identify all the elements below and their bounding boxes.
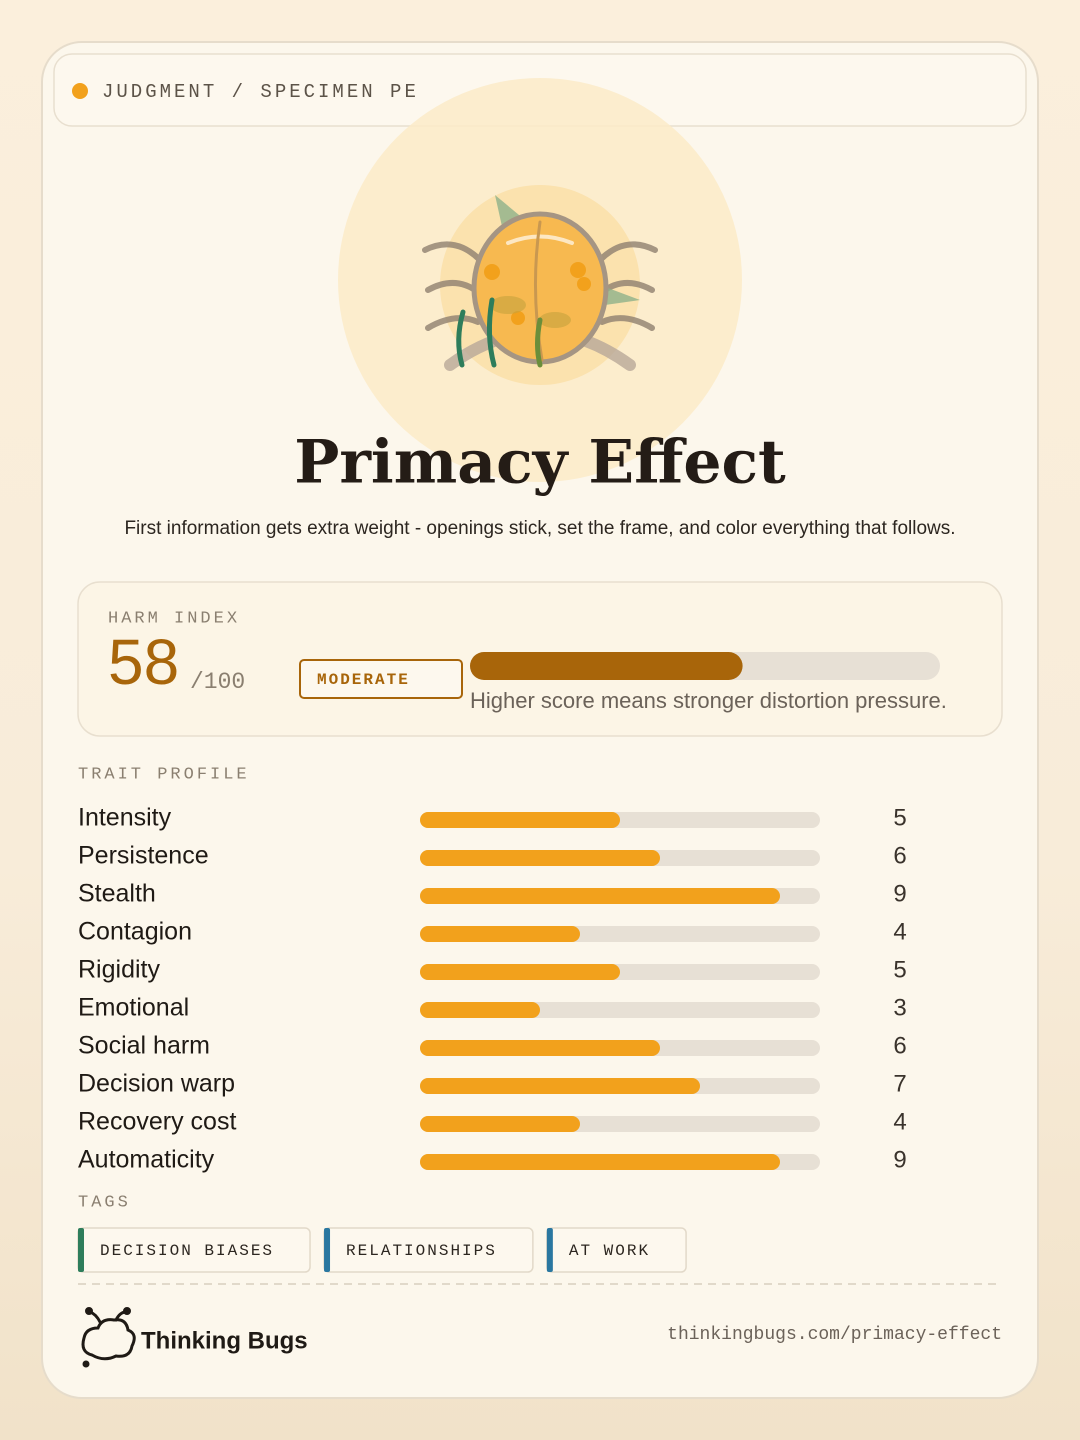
harm-value: 58 <box>108 626 179 698</box>
harm-label: HARM INDEX <box>108 609 240 628</box>
tags-label: TAGS <box>78 1193 131 1212</box>
brand-logo <box>81 1307 136 1368</box>
trait-bar <box>420 926 580 942</box>
trait-name: Rigidity <box>78 956 160 984</box>
trait-name: Decision warp <box>78 1070 235 1098</box>
trait-value: 9 <box>893 880 906 907</box>
trait-value: 7 <box>893 1070 906 1097</box>
trait-name: Intensity <box>78 804 172 832</box>
level-badge <box>299 659 463 699</box>
trait-bar <box>420 888 780 904</box>
tag-list: DECISION BIASES RELATIONSHIPS AT WORK <box>77 1227 687 1273</box>
trait-value: 6 <box>893 1032 906 1059</box>
trait-bar <box>420 812 620 828</box>
trait-name: Persistence <box>78 842 209 870</box>
tag-text: DECISION BIASES <box>100 1242 274 1260</box>
tag-text: RELATIONSHIPS <box>346 1242 497 1260</box>
trait-name: Stealth <box>78 880 156 908</box>
trait-value: 4 <box>893 918 906 945</box>
tag-text: AT WORK <box>569 1242 650 1260</box>
traits-label: TRAIT PROFILE <box>78 765 250 784</box>
title: Primacy Effect <box>294 428 786 498</box>
trait-value: 5 <box>893 956 906 983</box>
tag-accent <box>78 1228 84 1272</box>
trait-bar <box>420 1116 580 1132</box>
trait-name: Automaticity <box>78 1146 215 1174</box>
status-dot <box>72 83 88 99</box>
description: First information gets extra weight - op… <box>124 518 955 539</box>
harm-scale: /100 <box>190 669 245 695</box>
tag: DECISION BIASES <box>77 1227 311 1273</box>
tag: RELATIONSHIPS <box>323 1227 534 1273</box>
trait-name: Emotional <box>78 994 189 1022</box>
level-text: MODERATE <box>317 671 410 689</box>
tag-accent <box>546 1228 553 1272</box>
trait-value: 9 <box>893 1146 906 1173</box>
tag: AT WORK <box>546 1227 687 1273</box>
trait-name: Recovery cost <box>78 1108 236 1136</box>
trait-value: 4 <box>893 1108 906 1135</box>
trait-value: 6 <box>893 842 906 869</box>
trait-bar <box>420 1078 700 1094</box>
trait-value: 3 <box>893 994 906 1021</box>
trait-bar <box>420 964 620 980</box>
trait-name: Contagion <box>78 918 192 946</box>
harm-bar-group <box>470 652 743 680</box>
harm-caption: Higher score means stronger distortion p… <box>470 688 947 713</box>
trait-bar <box>420 850 660 866</box>
trait-bar <box>420 1154 780 1170</box>
brand-name: Thinking Bugs <box>141 1327 308 1354</box>
trait-bar <box>420 1002 540 1018</box>
url: thinkingbugs.com/primacy-effect <box>667 1325 1002 1345</box>
tag-accent <box>324 1228 331 1272</box>
harm-bar <box>470 652 743 680</box>
trait-value: 5 <box>893 804 906 831</box>
trait-name: Social harm <box>78 1032 210 1060</box>
trait-bar <box>420 1040 660 1056</box>
trait-list: Intensity 5 Persistence 6 Stealth 9 Contagion 4… <box>78 804 907 1174</box>
breadcrumb: JUDGMENT / SPECIMEN PE <box>102 81 419 103</box>
bug-illustration <box>422 195 658 371</box>
